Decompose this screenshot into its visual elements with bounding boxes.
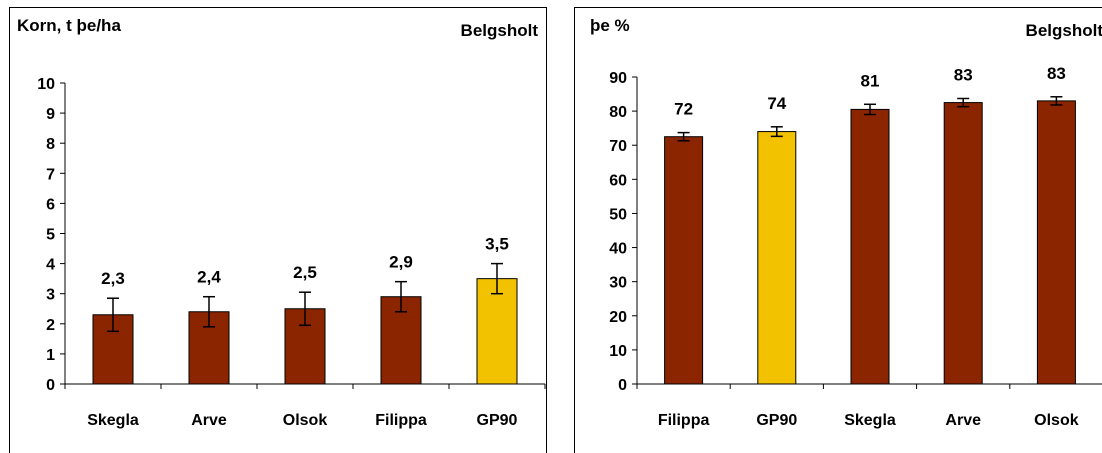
x-tick-label: GP90	[756, 412, 797, 429]
bar	[1036, 100, 1076, 385]
data-label: 3,5	[485, 235, 509, 254]
y-tick-label: 6	[46, 196, 55, 213]
left-chart-panel: Korn, t þe/ha Belgsholt 0 1 2 3 4 5 6 7 8 9 10 2,3 Ske…	[9, 7, 547, 453]
x-tick-label: Olsok	[283, 412, 328, 429]
y-tick-label: 40	[609, 241, 627, 258]
data-label: 72	[674, 100, 693, 119]
left-chart-svg: Korn, t þe/ha Belgsholt 0 1 2 3 4 5 6 7 8 9 10 2,3 Ske…	[17, 16, 546, 429]
x-tick-label: Skegla	[87, 412, 139, 429]
y-tick-label: 30	[609, 275, 627, 292]
y-tick-label: 0	[46, 377, 55, 394]
bar	[757, 131, 797, 385]
y-tick-label: 70	[609, 138, 627, 155]
y-tick-label: 7	[46, 166, 55, 183]
chart-title: Korn, t þe/ha	[17, 16, 121, 35]
y-tick-label: 60	[609, 172, 627, 189]
x-tick-label: Filippa	[375, 412, 427, 429]
data-label: 83	[954, 65, 973, 84]
y-tick-label: 90	[609, 70, 627, 87]
x-tick-label: Skegla	[844, 412, 896, 429]
data-label: 2,5	[293, 263, 317, 282]
bar	[850, 108, 890, 385]
y-tick-label: 0	[618, 377, 627, 394]
y-tick-label: 5	[46, 227, 55, 244]
y-tick-label: 1	[46, 347, 55, 364]
y-tick-label: 80	[609, 104, 627, 121]
bar	[664, 136, 704, 385]
y-tick-label: 2	[46, 317, 55, 334]
data-label: 2,9	[389, 253, 413, 272]
y-tick-label: 8	[46, 136, 55, 153]
x-tick-label: Arve	[945, 412, 981, 429]
x-tick-label: Olsok	[1034, 412, 1079, 429]
y-tick-label: 50	[609, 206, 627, 223]
chart-subtitle: Belgsholt	[461, 21, 539, 40]
x-tick-label: Filippa	[658, 412, 710, 429]
right-chart-svg: þe % Belgsholt 0 10 20 30 40 50 60 70 80 90 72 Filipp…	[590, 16, 1102, 429]
data-label: 2,4	[197, 268, 221, 287]
data-label: 83	[1047, 64, 1066, 83]
y-tick-label: 10	[609, 343, 627, 360]
right-chart-panel: þe % Belgsholt 0 10 20 30 40 50 60 70 80 90 72 Filipp…	[574, 7, 1102, 453]
bar	[943, 102, 983, 385]
data-label: 2,3	[101, 269, 125, 288]
y-tick-label: 3	[46, 287, 55, 304]
bar	[476, 278, 518, 385]
data-label: 74	[767, 94, 786, 113]
y-tick-label: 4	[46, 257, 55, 274]
x-tick-label: Arve	[191, 412, 227, 429]
chart-title: þe %	[590, 16, 630, 35]
data-label: 81	[861, 71, 880, 90]
y-tick-label: 20	[609, 309, 627, 326]
chart-subtitle: Belgsholt	[1026, 21, 1102, 40]
y-tick-label: 9	[46, 106, 55, 123]
x-tick-label: GP90	[477, 412, 518, 429]
y-tick-label: 10	[37, 76, 55, 93]
